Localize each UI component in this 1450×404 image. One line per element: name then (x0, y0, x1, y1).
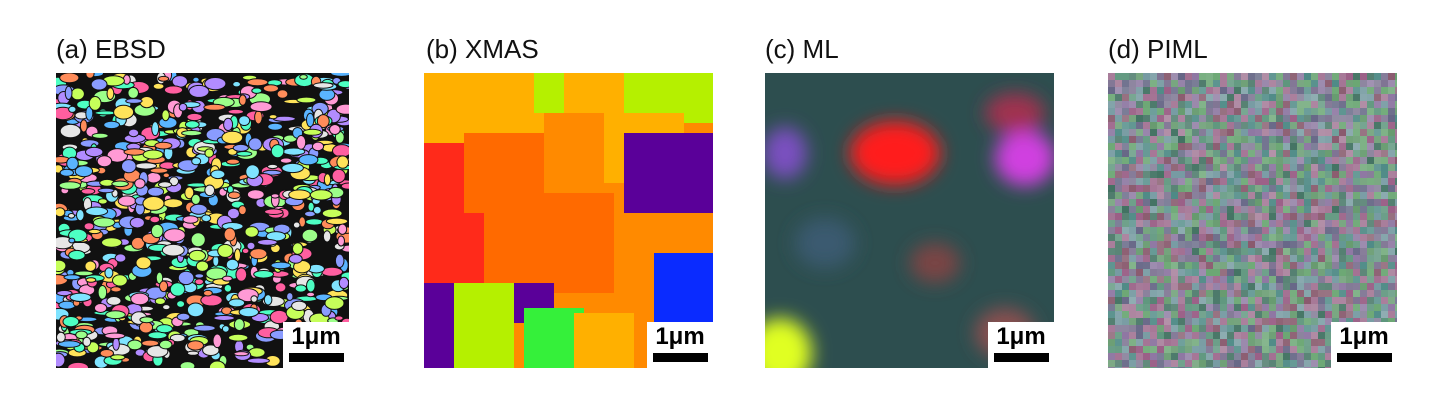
panel-title-xmas: (b) XMAS (426, 34, 539, 64)
scale-bar-label-ml: 1μm (996, 323, 1046, 350)
scale-bar-label-ebsd: 1μm (291, 323, 341, 350)
ebsd-orientation-map: 1μm (56, 73, 349, 368)
scale-bar-label-piml: 1μm (1339, 323, 1389, 350)
scale-bar-ml: 1μm (988, 322, 1054, 368)
piml-orientation-map: 1μm (1108, 73, 1397, 368)
scale-bar-label-xmas: 1μm (655, 323, 705, 350)
panel-title-ebsd: (a) EBSD (56, 34, 166, 64)
scale-bar-piml: 1μm (1331, 322, 1397, 368)
xmas-orientation-map: 1μm (424, 73, 713, 368)
piml-map-image (1108, 73, 1397, 368)
xmas-map-image (424, 73, 713, 368)
scale-bar-ebsd: 1μm (283, 322, 349, 368)
ebsd-map-image (56, 73, 349, 368)
scale-bar-line-ebsd (289, 353, 344, 362)
panel-title-piml: (d) PIML (1108, 34, 1208, 64)
scale-bar-line-xmas (653, 353, 708, 362)
panel-title-ml: (c) ML (765, 34, 839, 64)
scale-bar-line-ml (994, 353, 1049, 362)
ml-orientation-map: 1μm (765, 73, 1054, 368)
scale-bar-line-piml (1337, 353, 1392, 362)
scale-bar-xmas: 1μm (647, 322, 713, 368)
